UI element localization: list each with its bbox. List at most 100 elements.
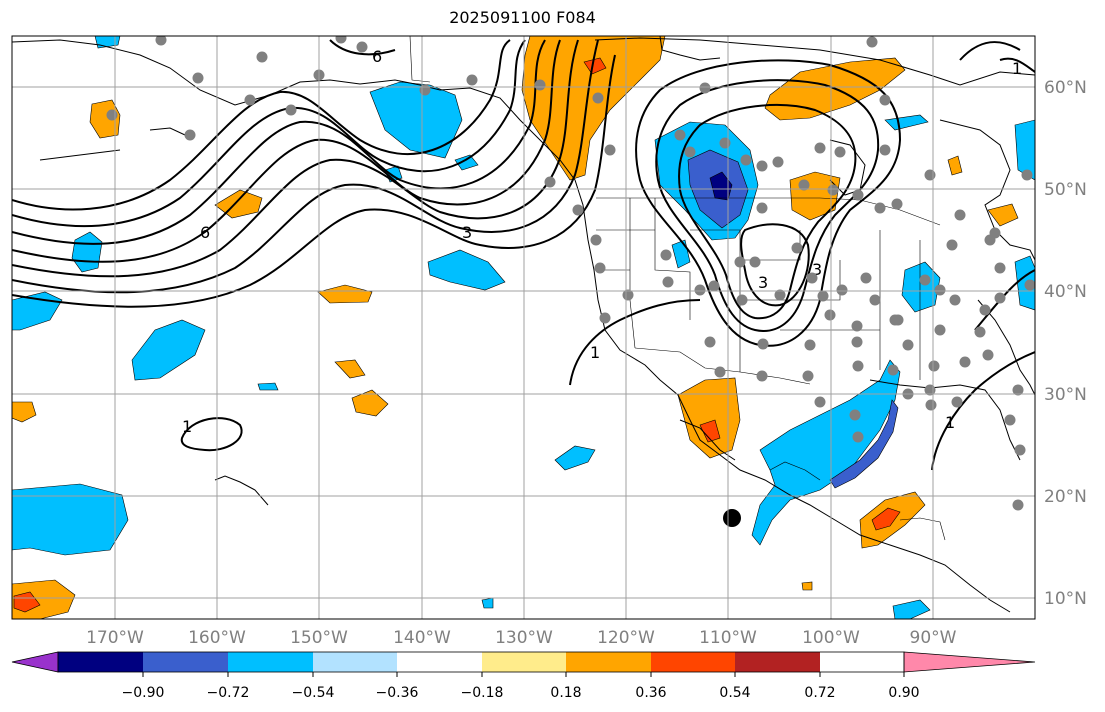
station-dot [256, 51, 268, 63]
station-dot [244, 94, 256, 106]
lon-label: 120°W [597, 628, 655, 648]
station-dot [791, 242, 803, 254]
graticule [12, 36, 1035, 619]
station-dot [924, 169, 936, 181]
station-dot [879, 94, 891, 106]
station-dot [860, 272, 872, 284]
station-dot [419, 84, 431, 96]
longitude-labels: 170°W 160°W 150°W 140°W 130°W 120°W 110°… [86, 628, 957, 648]
station-dot [756, 370, 768, 382]
station-dot [572, 204, 584, 216]
station-dot [599, 312, 611, 324]
station-dot [674, 129, 686, 141]
colorbar-tick-label: −0.36 [376, 685, 419, 701]
lon-label: 110°W [699, 628, 757, 648]
colorbar-under-extend [11, 651, 59, 673]
contour-label: 1 [182, 417, 192, 436]
contour-label: 3 [462, 223, 472, 242]
station-dot [534, 79, 546, 91]
station-dot [736, 294, 748, 306]
station-dot [946, 239, 958, 251]
colorbar-bin [143, 652, 228, 672]
contour-label: 6 [372, 47, 382, 66]
station-dot [934, 324, 946, 336]
map-title: 2025091100 F084 [449, 8, 596, 27]
station-dot [774, 289, 786, 301]
station-dot [851, 336, 863, 348]
station-dot [1024, 279, 1035, 291]
station-dot [928, 360, 940, 372]
lat-label: 40°N [1044, 282, 1087, 302]
colorbar-bin [820, 652, 904, 672]
colorbar-bin [58, 652, 143, 672]
colorbar-tick-label: 0.18 [550, 685, 581, 701]
station-dot [1004, 414, 1016, 426]
station-dot [804, 339, 816, 351]
station-dot [817, 290, 829, 302]
station-dot [106, 109, 118, 121]
station-dot [155, 36, 167, 46]
station-dot [660, 249, 672, 261]
contour-label: 1 [590, 343, 600, 362]
station-dot [604, 144, 616, 156]
station-dot [827, 184, 839, 196]
colorbar: −0.90 −0.72 −0.54 −0.36 −0.18 0.18 0.36 … [11, 651, 1036, 701]
station-dot [824, 309, 836, 321]
station-dot [544, 176, 556, 188]
station-dot [708, 280, 720, 292]
station-dot [798, 179, 810, 191]
station-dot [951, 396, 963, 408]
colorbar-tick-label: −0.90 [122, 685, 165, 701]
station-dot [594, 262, 606, 274]
station-dot [1014, 444, 1026, 456]
lat-label: 20°N [1044, 487, 1087, 507]
station-dot [874, 202, 886, 214]
colorbar-bin [313, 652, 397, 672]
station-dot [994, 262, 1006, 274]
colorbar-tick-label: −0.18 [461, 685, 504, 701]
contour-label: 1 [1012, 59, 1022, 78]
station-dot [192, 72, 204, 84]
colorbar-tick-label: 0.90 [888, 685, 919, 701]
lat-label: 50°N [1044, 180, 1087, 200]
station-dot [694, 284, 706, 296]
station-dot [892, 314, 904, 326]
station-dot [979, 304, 991, 316]
station-dot [949, 294, 961, 306]
colorbar-outline [57, 651, 905, 673]
station-dot [734, 256, 746, 268]
station-dot [954, 209, 966, 221]
station-dot [836, 284, 848, 296]
station-dot [592, 92, 604, 104]
station-dot [704, 336, 716, 348]
station-dot [756, 202, 768, 214]
station-dot [749, 256, 761, 268]
station-dot [891, 198, 903, 210]
colorbar-tick-label: −0.72 [207, 685, 250, 701]
station-dot [714, 366, 726, 378]
station-dot [1012, 499, 1024, 511]
lon-label: 130°W [495, 628, 553, 648]
station-dot [814, 396, 826, 408]
station-dot [1021, 169, 1033, 181]
station-dot [934, 284, 946, 296]
lon-label: 100°W [802, 628, 860, 648]
colorbar-tick-label: 0.72 [804, 685, 835, 701]
station-dot [802, 370, 814, 382]
station-dot [869, 294, 881, 306]
station-dot [849, 409, 861, 421]
station-dot [719, 137, 731, 149]
station-dot [982, 349, 994, 361]
lon-label: 90°W [910, 628, 957, 648]
station-dot [772, 156, 784, 168]
lat-label: 30°N [1044, 385, 1087, 405]
colorbar-bin [482, 652, 566, 672]
station-dot [184, 129, 196, 141]
colorbar-bin [228, 652, 313, 672]
station-dot [984, 234, 996, 246]
station-dot [1012, 384, 1024, 396]
station-dot [866, 36, 878, 48]
lon-label: 170°W [86, 628, 144, 648]
colorbar-tick-label: 0.54 [719, 685, 750, 701]
